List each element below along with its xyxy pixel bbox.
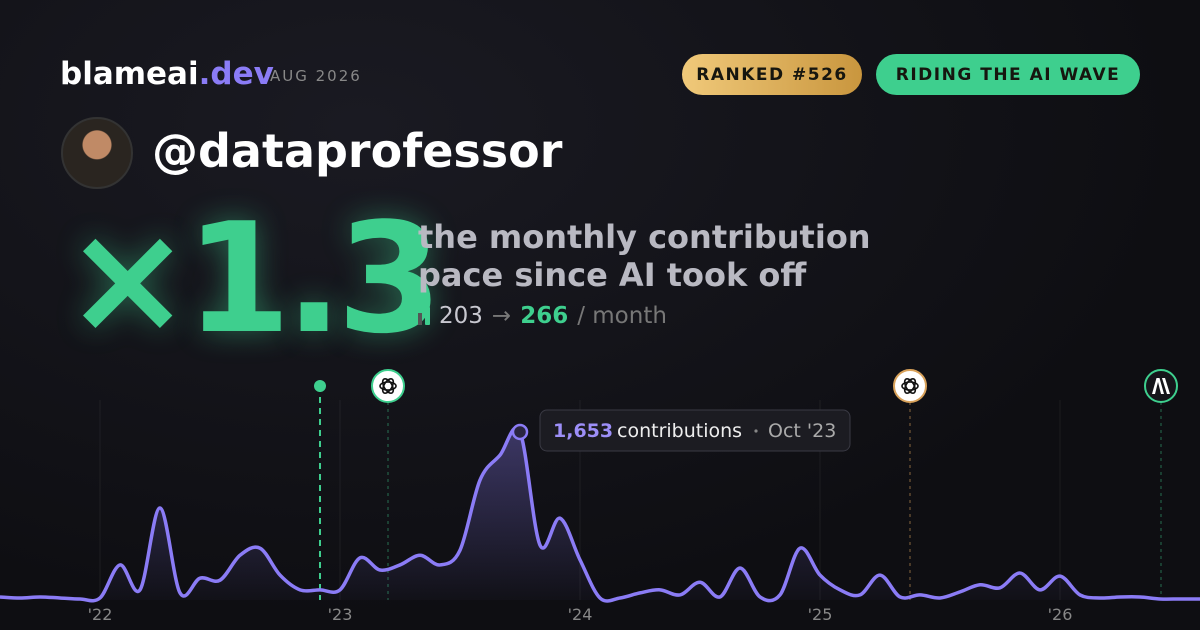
tagline-line: the monthly contribution [418,218,871,256]
x-tick-label: '26 [1048,605,1073,624]
brand-name: blameai [60,56,199,92]
tagline-line: pace since AI took off [418,256,807,294]
anthropic-marker [1144,369,1178,403]
openai-marker [893,369,927,403]
openai-marker [371,369,405,403]
avatar [61,117,133,189]
handle: @dataprofessor [152,124,563,178]
line [0,426,1200,603]
brand-tld: .dev [198,56,274,92]
area [0,427,1200,601]
pace-arrow: → [491,303,512,329]
pace-unit: / month [577,303,667,329]
brand: blameai.dev [60,56,274,92]
pace-from: 203 [439,303,483,329]
x-tick-label: '25 [808,605,833,624]
x-tick-label: '24 [568,605,593,624]
status-badge: RIDING THE AI WAVE [876,54,1140,95]
multiplier: ×1.3 [64,190,443,367]
tooltip-date: Oct '23 [768,420,836,442]
x-tick-label: '23 [328,605,353,624]
tooltip: 1,653 contributions Oct '23 [539,409,851,452]
pace: 203 → 266 / month [418,303,667,329]
date: AUG 2026 [270,67,362,85]
pace-to: 266 [520,303,569,329]
tooltip-value: 1,653 [553,420,613,442]
event-dot [314,380,326,392]
tagline: the monthly contribution pace since AI to… [418,218,871,294]
rank-badge: RANKED #526 [682,54,862,95]
pace-icon [418,307,430,325]
x-tick-label: '22 [88,605,113,624]
peak-point [511,423,529,441]
tooltip-label: contributions [617,420,742,442]
separator [754,429,758,433]
